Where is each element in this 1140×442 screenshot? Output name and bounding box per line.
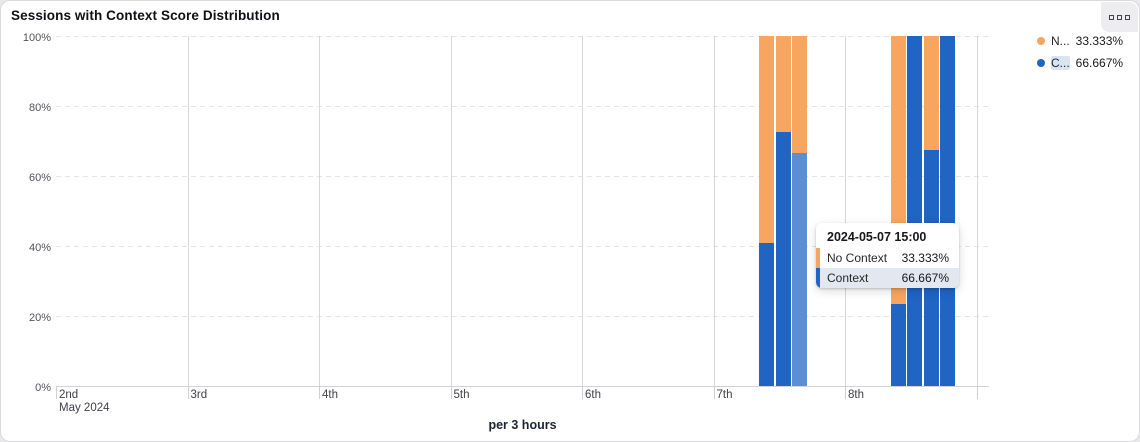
bar-segment-context[interactable] <box>940 36 956 386</box>
y-gridline <box>56 316 989 317</box>
tooltip-row: Context 66.667% <box>816 268 959 288</box>
bar-segment-context[interactable] <box>759 242 775 386</box>
stacked-bar[interactable] <box>759 36 775 386</box>
x-gridline <box>319 36 320 386</box>
bar-segment-no-context[interactable] <box>775 36 791 132</box>
legend-dot-no-context-icon <box>1037 37 1045 45</box>
tooltip-row-label: No Context <box>827 251 888 265</box>
y-axis-label: 60% <box>28 172 51 184</box>
y-gridline <box>56 176 989 177</box>
grip-square <box>1125 14 1130 20</box>
bar-segment-context[interactable] <box>907 36 923 386</box>
tooltip-series-strip <box>816 268 820 288</box>
x-axis-tick <box>976 386 978 399</box>
grip-squares-icon <box>1109 14 1130 20</box>
y-axis-label: 100% <box>22 32 51 44</box>
legend-item-context[interactable]: C... 66.667% <box>1037 56 1123 70</box>
tooltip-series-strip <box>816 248 820 268</box>
x-axis-tick <box>450 386 452 399</box>
x-gridline <box>845 36 846 386</box>
stacked-bar[interactable] <box>792 36 808 386</box>
y-gridline <box>56 36 989 37</box>
y-axis-label: 20% <box>28 312 51 324</box>
x-axis-label: 8th <box>848 389 864 401</box>
legend-label: C... <box>1051 56 1070 70</box>
x-axis-month-label: May 2024 <box>59 402 110 414</box>
x-gridline <box>976 36 978 386</box>
tooltip-row-label: Context <box>827 271 869 285</box>
x-axis-tick <box>187 386 189 399</box>
bar-segment-context[interactable] <box>775 131 791 386</box>
bar-segment-context[interactable] <box>792 152 808 386</box>
x-axis-label: 5th <box>453 389 470 401</box>
tooltip-row: No Context 33.333% <box>816 248 959 268</box>
legend-value: 33.333% <box>1075 34 1124 48</box>
legend-dot-context-icon <box>1037 59 1045 67</box>
bar-segment-context[interactable] <box>890 304 906 386</box>
bar-segment-no-context[interactable] <box>923 36 939 151</box>
x-axis-tick <box>319 386 320 399</box>
tooltip-row-value: 66.667% <box>901 271 949 285</box>
y-axis-label: 80% <box>28 102 51 114</box>
x-gridline <box>582 36 583 386</box>
stacked-bar[interactable] <box>775 36 791 386</box>
stacked-bar[interactable] <box>940 36 956 386</box>
grip-square <box>1109 14 1114 20</box>
x-gridline <box>187 36 189 386</box>
x-axis-line <box>56 386 989 387</box>
x-axis-tick <box>56 386 57 399</box>
x-axis-tick <box>845 386 846 399</box>
legend-label: N... <box>1051 34 1070 48</box>
x-gridline <box>713 36 715 386</box>
chart-tooltip: 2024-05-07 15:00 No Context 33.333% Cont… <box>816 223 959 288</box>
stacked-bar[interactable] <box>907 36 923 386</box>
grip-square <box>1117 14 1122 20</box>
bar-segment-no-context[interactable] <box>792 36 808 153</box>
x-gridline <box>450 36 452 386</box>
x-axis-interval-label: per 3 hours <box>488 418 557 432</box>
widget-title: Sessions with Context Score Distribution <box>11 8 280 23</box>
x-axis-label: 7th <box>716 389 733 401</box>
bar-segment-no-context[interactable] <box>759 36 775 243</box>
legend-value: 66.667% <box>1075 56 1124 70</box>
widget-menu-button[interactable] <box>1101 2 1138 32</box>
tooltip-row-value: 33.333% <box>901 251 949 265</box>
x-axis-tick <box>582 386 583 399</box>
x-axis-label: 2nd May 2024 <box>59 389 110 414</box>
chart-legend: N... 33.333% C... 66.667% <box>1037 34 1123 70</box>
legend-item-no-context[interactable]: N... 33.333% <box>1037 34 1123 48</box>
y-axis-label: 40% <box>28 242 51 254</box>
y-gridline <box>56 106 989 107</box>
x-axis-tick <box>713 386 715 399</box>
y-axis-label: 0% <box>35 382 51 394</box>
x-axis-label: 4th <box>322 389 338 401</box>
y-gridline <box>56 246 989 247</box>
x-axis-label: 6th <box>585 389 601 401</box>
tooltip-title: 2024-05-07 15:00 <box>827 230 927 244</box>
stacked-bar[interactable] <box>890 36 906 386</box>
x-axis-label: 3rd <box>190 389 208 401</box>
stacked-bar[interactable] <box>923 36 939 386</box>
